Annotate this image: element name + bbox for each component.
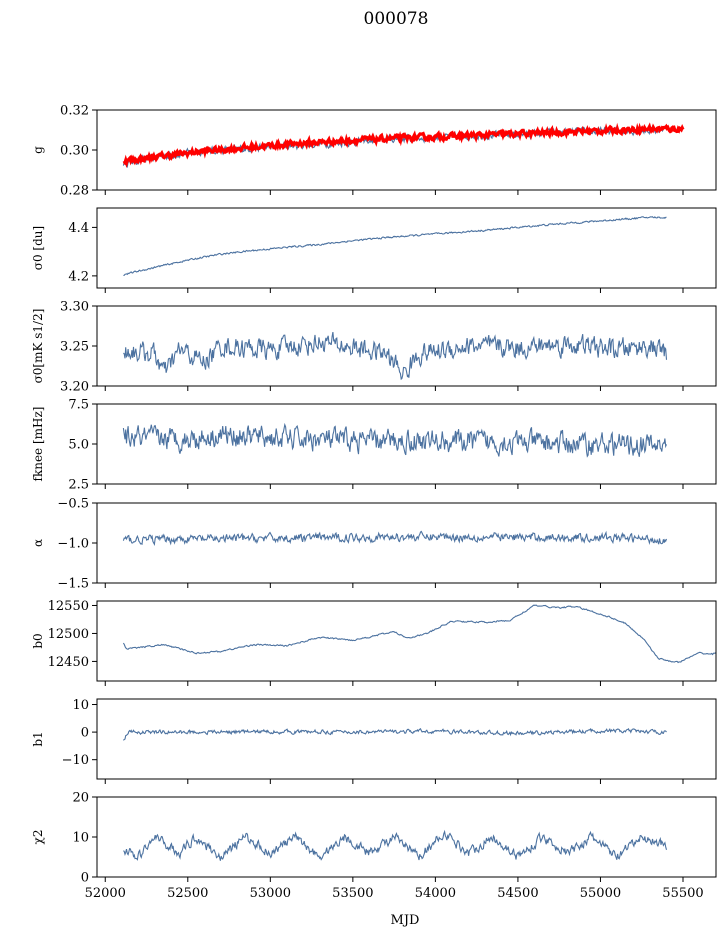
panel-3: 3.20 3.25 3.30 σ0[mK s1/2]	[31, 300, 717, 395]
y-tick-label: −10	[62, 753, 89, 768]
series-line-1	[123, 727, 667, 741]
series-line-1	[123, 332, 668, 381]
y-tick-label: 10	[72, 698, 89, 713]
y-axis-label: g	[31, 146, 45, 154]
y-axis-label: σ0 [du]	[31, 226, 45, 270]
x-tick-label: 54500	[497, 886, 538, 901]
y-tick-label: 12500	[48, 627, 89, 642]
y-axis-label: χ2	[31, 830, 45, 845]
y-tick-label: 5.0	[68, 438, 89, 453]
figure-title: 000078	[364, 9, 429, 29]
panel-5: −1.5 −1.0 −0.5 α	[31, 497, 717, 592]
y-tick-label: 0	[81, 726, 89, 741]
series-line-1	[123, 216, 667, 276]
y-tick-label: 7.5	[68, 398, 89, 413]
y-tick-label: 0.28	[60, 184, 89, 199]
axes-frame	[96, 600, 717, 682]
series-line-1	[122, 422, 668, 458]
panel-7: −10 0 10 b1	[31, 698, 717, 784]
panel-8: 0 10 20 52000 52500 53000 53500 54000 54500 55000…	[31, 791, 717, 901]
x-tick-label: 52500	[167, 886, 208, 901]
y-axis-label: σ0[mK s1/2]	[31, 309, 45, 384]
x-tick-label: 54000	[415, 886, 456, 901]
y-tick-label: −1.5	[57, 577, 89, 592]
x-tick-label: 55000	[580, 886, 621, 901]
x-tick-label: 52000	[85, 886, 126, 901]
y-tick-label: 3.25	[60, 340, 89, 355]
panel-4: 2.5 5.0 7.5 fknee [mHz]	[31, 398, 717, 493]
axes-frame	[96, 796, 717, 878]
panel-6: 12450 12500 12550 b0	[31, 599, 717, 686]
axes-frame	[96, 502, 717, 584]
y-tick-label: 20	[72, 791, 89, 806]
y-tick-label: 0	[81, 871, 89, 886]
y-tick-label: 4.4	[68, 221, 89, 236]
x-tick-label: 53500	[332, 886, 373, 901]
y-tick-label: 10	[72, 831, 89, 846]
y-tick-label: 12550	[48, 599, 89, 614]
y-tick-label: 0.30	[60, 144, 89, 159]
y-tick-label: 12450	[48, 655, 89, 670]
series-line-1	[123, 829, 668, 861]
series-line-2	[122, 122, 685, 169]
y-tick-label: 2.5	[68, 478, 89, 493]
panel-1: 0.28 0.30 0.32 g	[31, 104, 717, 199]
y-tick-label: 0.32	[60, 104, 89, 119]
y-tick-label: 3.30	[60, 300, 89, 315]
x-tick-label: 53000	[250, 886, 291, 901]
panel-2: 4.2 4.4 σ0 [du]	[31, 207, 717, 293]
y-axis-label: b1	[31, 731, 45, 746]
y-tick-label: 3.20	[60, 380, 89, 395]
y-tick-label: 4.2	[68, 269, 89, 284]
y-tick-label: −1.0	[57, 537, 89, 552]
x-axis-label: MJD	[391, 913, 420, 928]
axes-frame	[96, 207, 717, 289]
y-axis-label: b0	[31, 633, 45, 648]
y-tick-label: −0.5	[57, 497, 89, 512]
axes-frame	[96, 698, 717, 780]
y-axis-label: α	[31, 539, 45, 547]
x-tick-label: 55500	[662, 886, 703, 901]
y-axis-label: fknee [mHz]	[31, 407, 45, 482]
series-line-1	[122, 530, 668, 547]
panels: 0.28 0.30 0.32 g 4.2 4.4 σ0 [du] 3.20 3.25 3.30 σ0…	[31, 104, 717, 901]
series-line-1	[122, 604, 716, 664]
